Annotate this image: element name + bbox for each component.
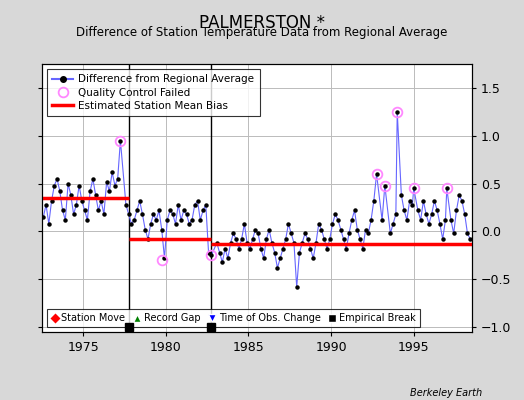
Text: Berkeley Earth: Berkeley Earth	[410, 388, 482, 398]
Legend: Station Move, Record Gap, Time of Obs. Change, Empirical Break: Station Move, Record Gap, Time of Obs. C…	[47, 309, 420, 327]
Text: PALMERSTON *: PALMERSTON *	[199, 14, 325, 32]
Text: Difference of Station Temperature Data from Regional Average: Difference of Station Temperature Data f…	[77, 26, 447, 39]
